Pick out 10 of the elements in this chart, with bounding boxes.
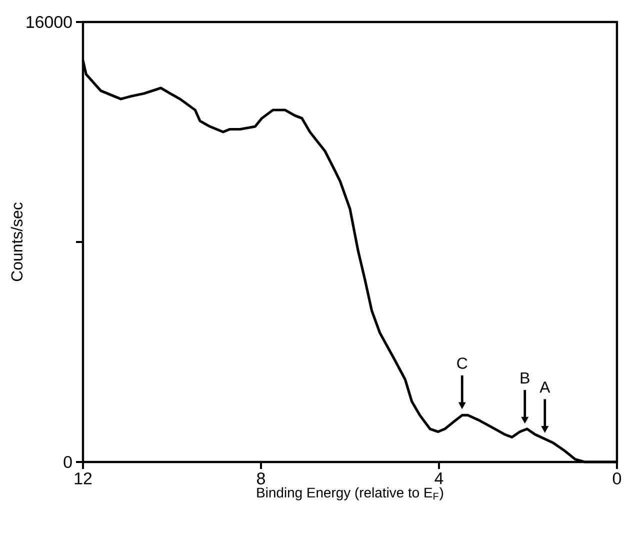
- annotation: A: [540, 382, 550, 393]
- annotation: C: [457, 358, 468, 369]
- y-axis-title: Counts/sec: [10, 202, 23, 282]
- annotation: B: [520, 372, 530, 384]
- y-tick-label: 16000: [26, 16, 72, 28]
- x-tick-label: 0: [612, 472, 622, 484]
- x-axis-title: Binding Energy (relative to E$_{F}$): [257, 487, 444, 500]
- x-tick-label: 4: [434, 472, 444, 484]
- x-tick-label: 12: [74, 472, 92, 484]
- x-tick-label: 8: [257, 472, 265, 484]
